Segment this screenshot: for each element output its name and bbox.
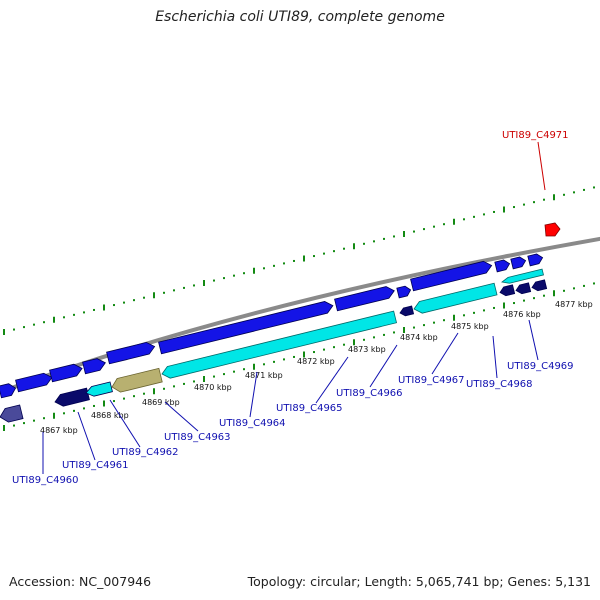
dark-gene-block [499, 284, 516, 297]
kbp-tick-label: 4871 kbp [245, 371, 283, 380]
gene-leader-line [109, 399, 141, 448]
kbp-tick-label: 4868 kbp [91, 411, 129, 420]
forward-gene-arrow [410, 260, 493, 292]
forward-gene-arrow [15, 372, 53, 393]
dark-gene-block [399, 305, 415, 317]
kbp-tick-label: 4867 kbp [40, 426, 78, 435]
gene-label: UTI89_C4962 [112, 447, 179, 458]
gene-label: UTI89_C4961 [62, 460, 129, 471]
kbp-tick-label: 4875 kbp [451, 322, 489, 331]
gene-label: UTI89_C4963 [164, 432, 231, 443]
reverse-gene-arrow [85, 381, 113, 397]
gene-leader-line [492, 335, 498, 379]
inner-tick-track [3, 282, 595, 431]
kbp-tick-label: 4873 kbp [348, 345, 386, 354]
reverse-gene-arrow [501, 268, 544, 284]
gene-label: UTI89_C4960 [12, 475, 79, 486]
forward-gene-arrow [106, 341, 156, 365]
forward-gene-arrow [49, 363, 83, 383]
highlighted-gene-marker [544, 222, 561, 237]
gene-label: UTI89_C4967 [398, 375, 465, 386]
gene-label: UTI89_C4964 [219, 418, 286, 429]
forward-gene-arrow [510, 256, 527, 270]
kbp-tick-label: 4869 kbp [142, 398, 180, 407]
gene-leader-line [77, 411, 96, 461]
forward-gene-arrow [0, 383, 17, 399]
reverse-gene-arrow [413, 282, 498, 314]
dark-gene-block [54, 387, 90, 407]
map-title: Escherichia coli UTI89, complete genome [155, 9, 445, 25]
kbp-tick-label: 4874 kbp [400, 333, 438, 342]
genome-summary: Topology: circular; Length: 5,065,741 bp… [247, 574, 591, 589]
dark-gene-block [515, 282, 532, 295]
kbp-tick-label: 4870 kbp [194, 383, 232, 392]
gene-label: UTI89_C4969 [507, 361, 574, 372]
reverse-gene-arrow [161, 310, 398, 379]
gene-leader-line [315, 356, 349, 404]
highlighted-gene-label: UTI89_C4971 [502, 130, 569, 141]
khaki-gene-block [111, 367, 163, 393]
gene-leader-line [431, 332, 459, 375]
forward-gene-arrow [396, 285, 412, 299]
kbp-tick-label: 4877 kbp [555, 300, 593, 309]
kbp-tick-label: 4872 kbp [297, 357, 335, 366]
gene-label: UTI89_C4966 [336, 388, 403, 399]
accession-text: Accession: NC_007946 [9, 574, 152, 589]
forward-gene-arrow [82, 358, 106, 375]
forward-gene-arrow [527, 253, 544, 267]
forward-gene-arrow [334, 286, 395, 312]
forward-gene-arrow [158, 301, 334, 355]
gene-label: UTI89_C4965 [276, 403, 343, 414]
forward-gene-arrow [494, 259, 511, 273]
outer-tick-track [3, 186, 595, 335]
kbp-tick-label: 4876 kbp [503, 310, 541, 319]
gene-leader-line [249, 371, 258, 418]
gene-leader-line [528, 319, 539, 361]
gene-leader-line [369, 344, 398, 388]
dark-gene-block [531, 279, 548, 292]
gene-label: UTI89_C4968 [466, 379, 533, 390]
reverse-gene-arrow [0, 404, 24, 423]
highlight-leader-line [537, 141, 546, 191]
gene-leader-line [164, 401, 199, 432]
